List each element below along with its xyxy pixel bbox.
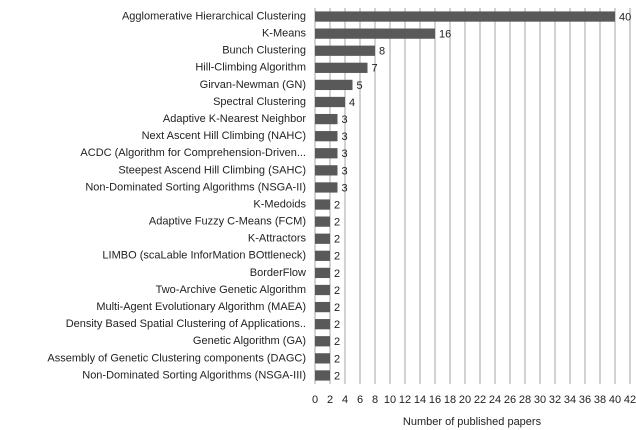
bar [315, 267, 330, 279]
x-tick-label: 18 [444, 394, 456, 406]
value-label: 5 [357, 80, 363, 92]
y-tick-label: Density Based Spatial Clustering of Appl… [66, 318, 306, 330]
bar [315, 131, 338, 142]
y-tick-label: Hill-Climbing Algorithm [195, 62, 306, 74]
y-tick-label: Adaptive Fuzzy C-Means (FCM) [149, 216, 306, 228]
bar [315, 233, 330, 244]
x-axis-title: Number of published papers [403, 416, 542, 428]
x-tick-label: 40 [609, 394, 621, 406]
value-label: 3 [342, 182, 348, 194]
x-tick-label: 14 [414, 394, 426, 406]
x-tick-label: 42 [624, 394, 636, 406]
y-tick-label: Two-Archive Genetic Algorithm [156, 284, 306, 296]
bar [315, 319, 330, 330]
x-tick-label: 30 [534, 394, 546, 406]
x-tick-label: 0 [312, 394, 318, 406]
x-tick-label: 38 [594, 394, 606, 406]
x-tick-label: 22 [474, 394, 486, 406]
y-tick-label: Non-Dominated Sorting Algorithms (NSGA-I… [82, 369, 306, 381]
value-label: 2 [334, 319, 340, 331]
y-tick-label: K-Attractors [248, 233, 307, 245]
x-tick-label: 8 [372, 394, 378, 406]
x-tick-label: 16 [429, 394, 441, 406]
bar [315, 353, 330, 364]
bar [315, 96, 345, 108]
value-label: 2 [334, 234, 340, 246]
value-label: 2 [334, 251, 340, 263]
y-tick-label: K-Means [262, 28, 307, 40]
x-tick-label: 4 [342, 394, 348, 406]
value-label: 2 [334, 285, 340, 297]
x-tick-label: 26 [504, 394, 516, 406]
x-tick-label: 12 [399, 394, 411, 406]
value-label: 7 [372, 63, 378, 75]
x-tick-label: 36 [579, 394, 591, 406]
value-label: 2 [334, 336, 340, 348]
y-tick-label: K-Medoids [253, 198, 306, 210]
bar [315, 182, 338, 193]
value-label: 8 [379, 46, 385, 58]
y-tick-label: Steepest Ascend Hill Climbing (SAHC) [118, 164, 306, 176]
value-label: 2 [334, 217, 340, 229]
value-label: 2 [334, 370, 340, 382]
y-tick-label: BorderFlow [250, 267, 306, 279]
bar [315, 28, 435, 39]
value-label: 3 [342, 148, 348, 160]
value-label: 3 [342, 165, 348, 177]
bar [315, 336, 330, 347]
bar [315, 199, 330, 210]
value-label: 3 [342, 131, 348, 143]
y-tick-label: Next Ascent Hill Climbing (NAHC) [142, 130, 306, 142]
y-tick-label: Multi-Agent Evolutionary Algorithm (MAEA… [96, 301, 306, 313]
bar [315, 250, 330, 261]
bar [315, 113, 338, 125]
value-label: 2 [334, 302, 340, 314]
bar [315, 79, 353, 91]
y-tick-label: Agglomerative Hierarchical Clustering [122, 10, 306, 22]
bar [315, 45, 375, 56]
x-tick-label: 28 [519, 394, 531, 406]
y-tick-label: Adaptive K-Nearest Neighbor [163, 113, 306, 125]
x-tick-label: 24 [489, 394, 501, 406]
bar [315, 301, 330, 313]
bar [315, 62, 368, 73]
value-label: 16 [439, 29, 451, 41]
bar [315, 165, 338, 176]
bar [315, 148, 338, 159]
bar [315, 284, 330, 296]
y-tick-label: Genetic Algorithm (GA) [193, 335, 306, 347]
bar [315, 370, 330, 381]
x-tick-label: 32 [549, 394, 561, 406]
y-tick-label: Bunch Clustering [222, 45, 306, 57]
x-tick-label: 2 [327, 394, 333, 406]
y-tick-label: Spectral Clustering [213, 96, 306, 108]
y-tick-label: LIMBO (scaLable InforMation BOttleneck) [102, 250, 306, 262]
value-label: 3 [342, 114, 348, 126]
value-label: 2 [334, 353, 340, 365]
x-tick-label: 10 [384, 394, 396, 406]
y-tick-label: Non-Dominated Sorting Algorithms (NSGA-I… [85, 181, 306, 193]
value-label: 2 [334, 199, 340, 211]
bar [315, 216, 330, 227]
value-label: 40 [619, 11, 631, 23]
value-label: 2 [334, 268, 340, 280]
y-tick-label: Girvan-Newman (GN) [200, 79, 306, 91]
value-label: 4 [349, 97, 355, 109]
x-tick-label: 6 [357, 394, 363, 406]
bar [315, 11, 615, 22]
y-tick-label: ACDC (Algorithm for Comprehension-Driven… [80, 147, 306, 159]
x-tick-label: 34 [564, 394, 576, 406]
x-tick-label: 20 [459, 394, 471, 406]
y-tick-label: Assembly of Genetic Clustering component… [47, 352, 306, 364]
